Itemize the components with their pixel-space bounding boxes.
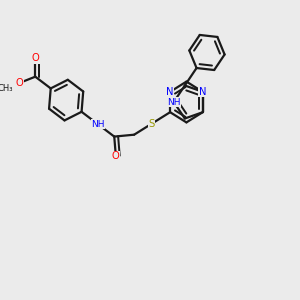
Text: S: S	[148, 119, 154, 129]
Text: N: N	[199, 87, 206, 97]
Text: O: O	[112, 151, 120, 161]
Text: O: O	[32, 53, 39, 63]
Text: N: N	[167, 87, 174, 97]
Text: NH: NH	[91, 120, 105, 129]
Text: O: O	[15, 78, 23, 88]
Text: NH: NH	[167, 98, 181, 106]
Text: CH₃: CH₃	[0, 84, 13, 93]
